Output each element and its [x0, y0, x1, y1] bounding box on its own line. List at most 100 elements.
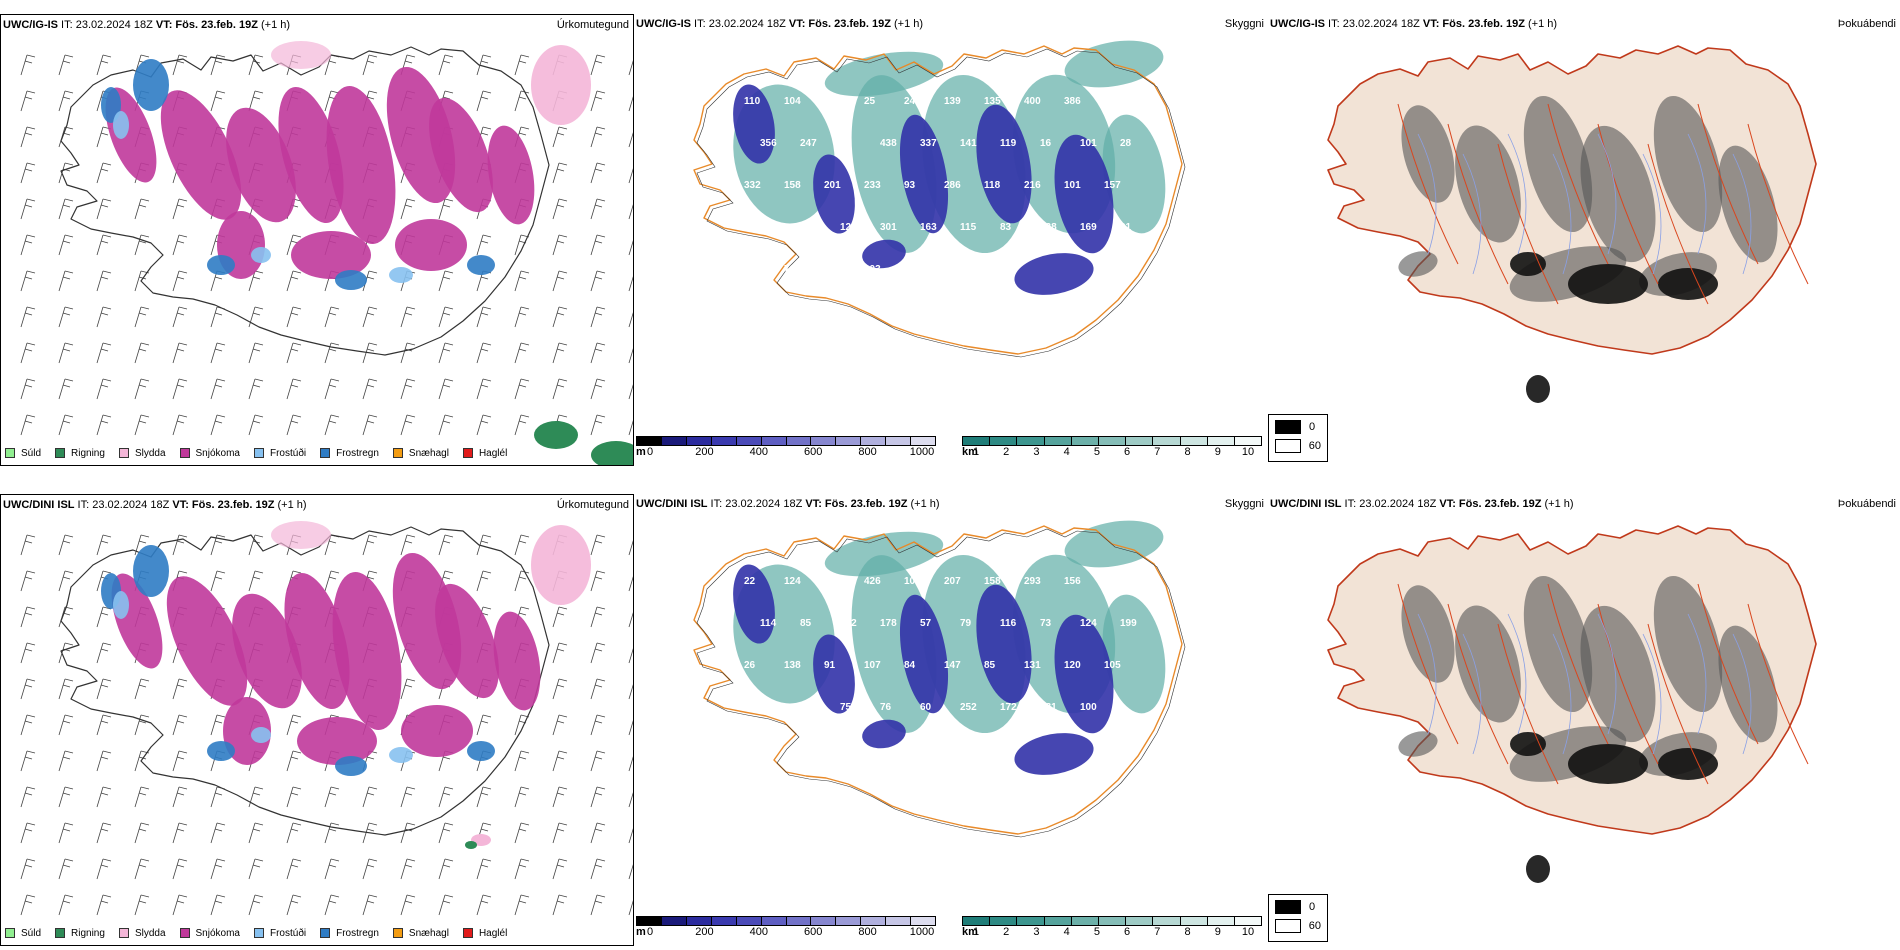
ceiling-value-label: 110: [744, 96, 761, 107]
fog-legend-row2: 0 60: [1268, 894, 1328, 942]
ceiling-value-label: 133: [800, 702, 817, 713]
panel-title: UWC/DINI ISL IT: 23.02.2024 18Z VT: Fös.…: [3, 499, 307, 511]
colorbar-unit: m: [636, 446, 646, 458]
colorbar-cell: [1044, 437, 1072, 445]
colorbar-cell: [711, 917, 737, 925]
colorbar-cell: [1126, 437, 1154, 445]
legend-label: Haglél: [478, 927, 508, 939]
ceiling-value-label: 135: [984, 96, 1001, 107]
colorbar-cells: [962, 436, 1262, 446]
ceiling-value-label: 104: [784, 96, 801, 107]
colorbar-cell: [861, 917, 887, 925]
colorbar-cells: [962, 916, 1262, 926]
fog-indicator-map-row2: UWC/DINI ISL IT: 23.02.2024 18Z VT: Fös.…: [1268, 494, 1900, 946]
visibility-colorbar-row2: km 1 2 3 4 5 6 7 8 9 10: [962, 916, 1262, 939]
ceiling-value-label: 26: [744, 660, 756, 671]
legend-item: Rigning: [55, 448, 105, 459]
colorbar-cell: [1017, 917, 1045, 925]
legend-swatch: [320, 928, 331, 938]
fog-legend-label: 60: [1308, 440, 1321, 452]
ceiling-value-label: 103: [864, 264, 881, 275]
legend-label: Haglél: [478, 447, 508, 459]
ceiling-value-label: 333: [1104, 576, 1121, 587]
fog-legend-swatch: [1275, 439, 1301, 453]
ceiling-value-label: 426: [864, 576, 881, 587]
ceiling-value-label: 141: [960, 138, 977, 149]
colorbar-cells: [636, 916, 936, 926]
legend-label: Frostregn: [336, 447, 379, 459]
colorbar-cell: [1071, 437, 1099, 445]
colorbar-tick: 1000: [909, 446, 935, 458]
ceiling-value-label: 88: [760, 222, 772, 233]
colorbar-cell: [911, 917, 936, 925]
colorbar-cell: [963, 437, 991, 445]
ceiling-value-label: 57: [920, 618, 932, 629]
ceiling-value-label: 83: [1000, 222, 1012, 233]
legend-swatch: [55, 448, 66, 458]
panel-title: UWC/IG-IS IT: 23.02.2024 18Z VT: Fös. 23…: [1270, 18, 1558, 30]
ceiling-value-label: 172: [840, 618, 857, 629]
cloud-ceiling-map-row1: UWC/IG-IS IT: 23.02.2024 18Z VT: Fös. 23…: [634, 14, 1268, 466]
panel-right-title: Úrkomutegund: [556, 19, 629, 31]
colorbar-cell: [861, 437, 887, 445]
colorbar-tick: 600: [804, 926, 823, 938]
legend-item: Súld: [5, 928, 41, 939]
ceiling-value-label: 25: [864, 96, 876, 107]
ceiling-value-label: 178: [880, 618, 897, 629]
cloud-ceiling-map-row2: UWC/DINI ISL IT: 23.02.2024 18Z VT: Fös.…: [634, 494, 1268, 946]
ceiling-value-label: 438: [880, 138, 897, 149]
ceiling-value-label: 101: [1080, 138, 1097, 149]
colorbar-tick: 9: [1214, 926, 1221, 938]
ceiling-value-label: 75: [840, 702, 852, 713]
colorbar-cell: [990, 437, 1018, 445]
legend-item: Frostregn: [320, 448, 379, 459]
ceiling-value-label: 76: [784, 264, 796, 275]
legend-swatch: [392, 928, 403, 938]
ceiling-value-label: 100: [1080, 702, 1097, 713]
colorbar-tick: 1: [972, 446, 980, 458]
colorbar-tick: 600: [804, 446, 823, 458]
colorbar-tick: 4: [1063, 446, 1070, 458]
legend-item: Frostúði: [253, 927, 307, 939]
legend-label: Frostúði: [269, 927, 307, 939]
panel-title: UWC/IG-IS IT: 23.02.2024 18Z VT: Fös. 23…: [636, 18, 924, 30]
colorbar-tick: 200: [695, 446, 714, 458]
visibility-colorbar-row1: km 1 2 3 4 5 6 7 8 9 10: [962, 436, 1262, 459]
ceiling-value-label: 381: [1040, 702, 1057, 713]
ceiling-value-label: 114: [760, 618, 777, 629]
ceiling-value-label: 73: [1040, 618, 1052, 629]
ceiling-value-label: 147: [944, 660, 961, 671]
ceiling-value-label: 182: [824, 576, 841, 587]
precip-type-map-row2: UWC/DINI ISL IT: 23.02.2024 18Z VT: Fös.…: [0, 494, 634, 946]
legend-item: Haglél: [462, 927, 508, 939]
legend-item: Frostregn: [320, 928, 379, 939]
ceiling-value-label: 74: [840, 138, 852, 149]
panel-right-title: Skyggni: [1224, 18, 1264, 30]
ceiling-value-label: 124: [784, 576, 801, 587]
ceiling-value-label: 207: [944, 576, 961, 587]
ceiling-value-label: 233: [864, 180, 881, 191]
colorbar-tick: 8: [1184, 926, 1191, 938]
cloud-map-graphic: 22 124 182 426 100 207 158 293 156 333 114 85 172 178…: [693, 520, 1186, 838]
legend-item: Snjókoma: [179, 448, 240, 459]
colorbar-tick: 8: [1184, 446, 1191, 458]
ceiling-value-label: 85: [800, 618, 812, 629]
ceiling-value-label: 28: [1120, 138, 1132, 149]
colorbar-cell: [1044, 917, 1072, 925]
colorbar-cell: [686, 917, 712, 925]
ceiling-value-label: 163: [920, 222, 937, 233]
ceiling-value-label: 107: [864, 660, 881, 671]
ceiling-value-label: 84: [904, 660, 916, 671]
legend-swatch: [118, 448, 129, 458]
colorbar-tick: 7: [1154, 446, 1161, 458]
colorbar-cell: [836, 437, 862, 445]
ceiling-value-label: 139: [944, 96, 961, 107]
panel-title: UWC/IG-IS IT: 23.02.2024 18Z VT: Fös. 23…: [3, 19, 291, 31]
legend-label: Súld: [21, 927, 42, 939]
colorbar-tick: 1000: [909, 926, 935, 938]
ceiling-value-label: 116: [1000, 618, 1017, 629]
ceiling-value-label: 100: [904, 576, 921, 587]
ceiling-value-label: 76: [880, 702, 892, 713]
colorbar-cell: [1207, 437, 1235, 445]
ceiling-value-label: 102: [904, 264, 921, 275]
